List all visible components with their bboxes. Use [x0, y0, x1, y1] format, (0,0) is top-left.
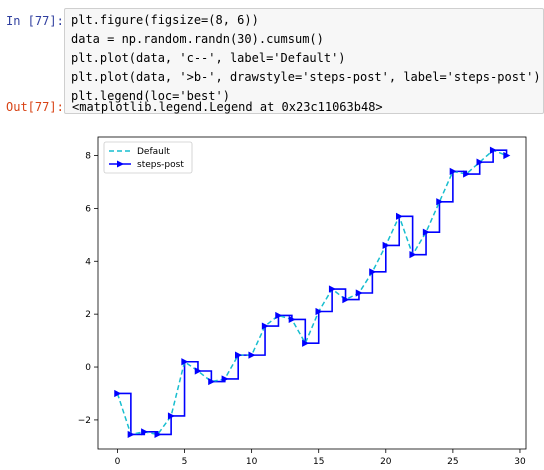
- steps-post-marker: [503, 151, 511, 160]
- steps-post-marker: [449, 167, 457, 175]
- x-tick-label: 0: [115, 457, 121, 467]
- steps-post-marker: [369, 268, 377, 276]
- steps-post-marker: [181, 358, 189, 366]
- x-tick-label: 10: [246, 457, 258, 467]
- steps-post-marker: [154, 430, 162, 439]
- x-tick-label: 30: [514, 457, 526, 467]
- input-cell: In [77]: plt.figure(figsize=(8, 6)) data…: [0, 6, 544, 116]
- series-steps-post-line: [117, 149, 508, 436]
- y-tick-label: 6: [85, 204, 91, 214]
- x-tick-label: 5: [182, 457, 188, 467]
- steps-post-marker: [194, 367, 202, 375]
- legend-frame: [103, 141, 193, 174]
- legend-steps-post-marker: [117, 160, 124, 168]
- steps-post-marker: [221, 375, 229, 383]
- output-prompt: Out[77]:: [6, 100, 64, 114]
- legend-steps-post-label: steps-post: [137, 160, 184, 170]
- code-line-1: plt.figure(figsize=(8, 6)): [71, 13, 259, 27]
- series-default-line: [116, 149, 507, 436]
- steps-post-marker: [315, 307, 323, 316]
- code-line-2: data = np.random.randn(30).cumsum(): [71, 32, 324, 46]
- steps-post-marker: [463, 170, 471, 178]
- code-line-4: plt.plot(data, '>b-', drawstyle='steps-p…: [71, 70, 541, 84]
- x-tick-label: 25: [447, 457, 458, 467]
- steps-post-marker: [422, 228, 430, 236]
- y-tick-label: 0: [85, 363, 91, 373]
- steps-post-marker: [248, 351, 256, 359]
- steps-post-marker: [302, 339, 310, 347]
- x-tick-label: 15: [313, 457, 324, 467]
- steps-post-marker: [275, 311, 283, 320]
- legend: Default steps-post: [103, 141, 193, 174]
- steps-post-marker: [328, 285, 336, 293]
- code-line-3: plt.plot(data, 'c--', label='Default'): [71, 51, 346, 65]
- y-tick-label: 8: [85, 152, 91, 162]
- steps-post-marker: [208, 377, 216, 386]
- y-tick-label: −2: [78, 416, 91, 426]
- code-line-5: plt.legend(loc='best'): [71, 89, 230, 103]
- steps-post-marker: [342, 296, 350, 304]
- steps-post-marker: [355, 289, 363, 297]
- y-tick-label: 4: [85, 257, 91, 267]
- steps-post-marker: [489, 146, 497, 154]
- steps-post-marker: [288, 315, 296, 324]
- steps-post-marker: [127, 430, 135, 439]
- input-prompt: In [77]:: [6, 14, 64, 28]
- steps-post-marker: [235, 351, 243, 359]
- code-editor[interactable]: plt.figure(figsize=(8, 6)) data = np.ran…: [64, 8, 544, 114]
- steps-post-marker: [261, 322, 269, 330]
- steps-post-marker: [167, 412, 175, 420]
- y-tick-label: 2: [85, 310, 91, 320]
- steps-post-marker: [382, 241, 390, 250]
- steps-post-marker: [436, 198, 444, 206]
- x-tick-label: 20: [380, 457, 392, 467]
- steps-post-marker: [409, 251, 417, 259]
- plot-area: [97, 136, 527, 450]
- steps-post-marker: [114, 389, 122, 398]
- steps-post-marker: [476, 158, 484, 166]
- steps-post-marker: [396, 212, 404, 220]
- output-cell: Out[77]: <matplotlib.legend.Legend at 0x…: [0, 96, 544, 470]
- steps-post-marker: [141, 428, 149, 436]
- legend-default-label: Default: [137, 147, 170, 157]
- output-text: <matplotlib.legend.Legend at 0x23c11063b…: [72, 100, 383, 114]
